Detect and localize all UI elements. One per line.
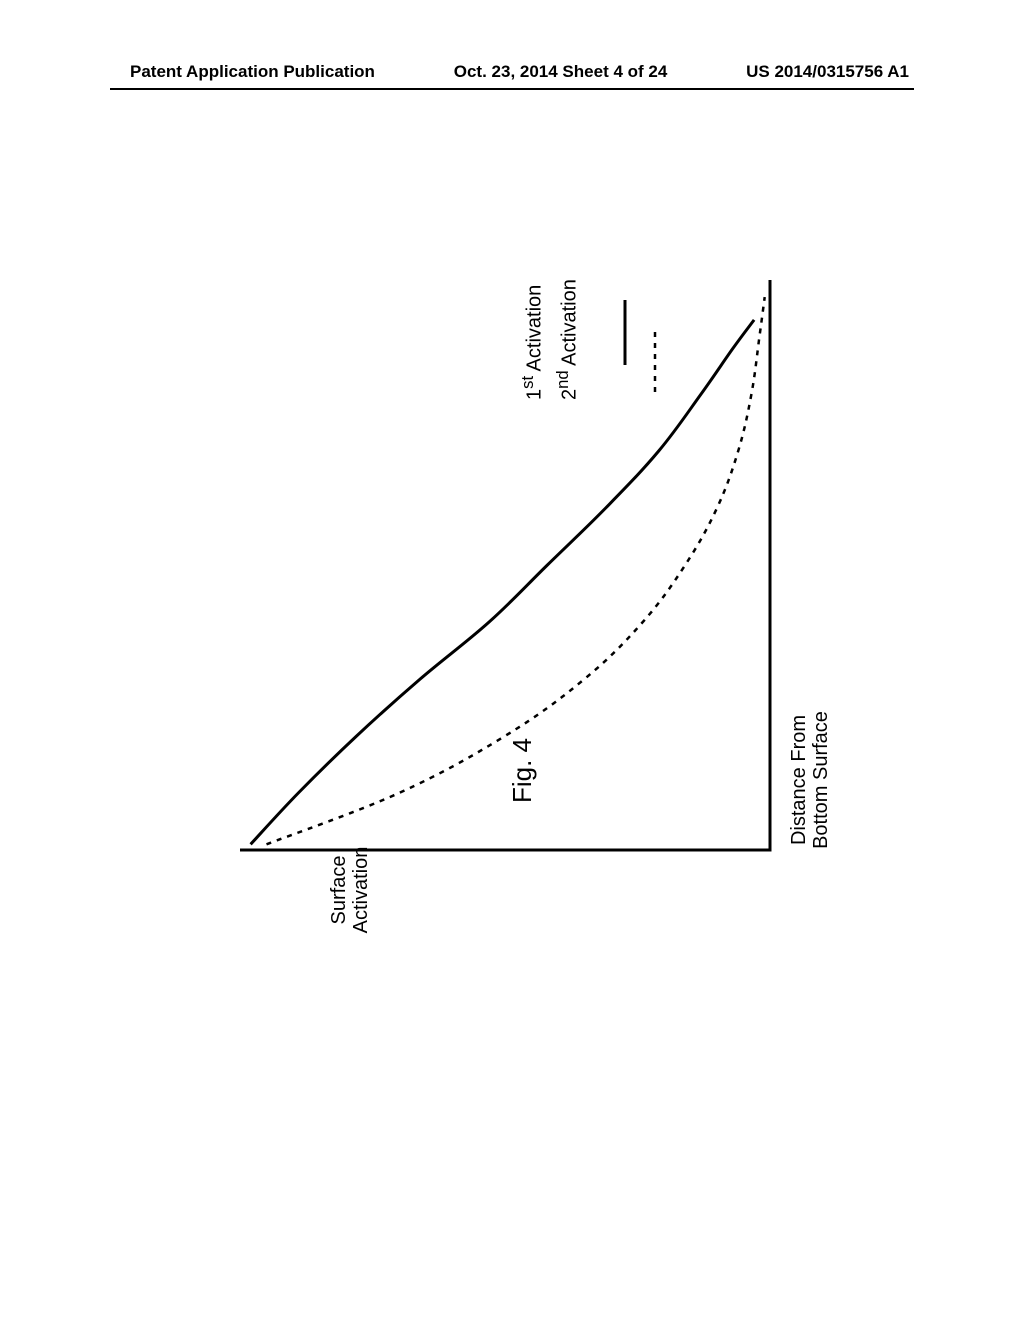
chart-svg: SurfaceActivation Distance FromBottom Sur… bbox=[150, 280, 850, 960]
header-left: Patent Application Publication bbox=[130, 62, 375, 82]
page-header: Patent Application Publication Oct. 23, … bbox=[0, 62, 1024, 82]
chart-area: SurfaceActivation Distance FromBottom Sur… bbox=[150, 280, 850, 960]
header-center: Oct. 23, 2014 Sheet 4 of 24 bbox=[454, 62, 668, 82]
figure-caption: Fig. 4 bbox=[507, 738, 538, 803]
header-divider bbox=[110, 88, 914, 90]
header-right: US 2014/0315756 A1 bbox=[746, 62, 909, 82]
svg-text:Distance FromBottom Surface: Distance FromBottom Surface bbox=[788, 711, 832, 849]
svg-text:SurfaceActivation: SurfaceActivation bbox=[328, 847, 372, 934]
